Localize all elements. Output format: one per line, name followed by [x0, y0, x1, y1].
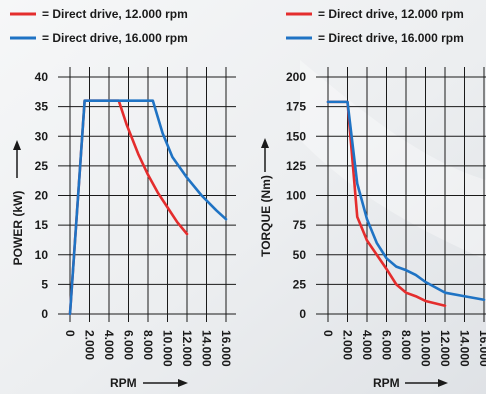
- y-tick-label: 125: [286, 159, 306, 173]
- torque-x-axis-title: RPM: [373, 376, 448, 390]
- y-tick-label: 25: [35, 159, 49, 173]
- x-tick-label: 0: [321, 330, 335, 337]
- series-line: [326, 100, 486, 302]
- y-tick-label: 0: [41, 307, 48, 321]
- x-tick-label: 14.000: [200, 330, 214, 367]
- x-axis-title: RPM: [110, 376, 137, 390]
- legend-label: = Direct drive, 16.000 rpm: [42, 31, 188, 45]
- x-tick-label: 4.000: [360, 330, 374, 360]
- x-tick-label: 12.000: [180, 330, 194, 367]
- torque-legend: = Direct drive, 12.000 rpm = Direct driv…: [286, 7, 464, 45]
- series-line: [68, 99, 228, 316]
- y-tick-label: 150: [286, 129, 306, 143]
- power-x-axis-title: RPM: [110, 376, 188, 390]
- y-axis-title: POWER (kW): [11, 191, 25, 266]
- x-tick-label: 14.000: [458, 330, 472, 367]
- x-axis-title: RPM: [373, 376, 400, 390]
- x-tick-label: 16.000: [477, 330, 486, 367]
- series-line: [326, 100, 447, 308]
- x-tick-label: 4.000: [102, 330, 116, 360]
- power-grid: [58, 67, 236, 322]
- x-tick-label: 10.000: [419, 330, 433, 367]
- y-axis-arrow-icon: [13, 140, 21, 150]
- y-tick-label: 10: [35, 248, 49, 262]
- x-tick-label: 2.000: [83, 330, 97, 360]
- power-series: [68, 99, 228, 316]
- x-tick-label: 8.000: [399, 330, 413, 360]
- y-tick-label: 0: [299, 307, 306, 321]
- y-tick-label: 20: [35, 189, 49, 203]
- torque-chart: = Direct drive, 12.000 rpm = Direct driv…: [259, 7, 486, 390]
- legend-label: = Direct drive, 12.000 rpm: [42, 7, 188, 21]
- x-tick-label: 6.000: [122, 330, 136, 360]
- y-tick-label: 5: [41, 277, 48, 291]
- y-axis-title: TORQUE (Nm): [259, 175, 273, 257]
- x-tick-label: 2.000: [341, 330, 355, 360]
- x-tick-label: 16.000: [219, 330, 233, 367]
- y-tick-label: 40: [35, 70, 49, 84]
- x-tick-label: 12.000: [438, 330, 452, 367]
- y-tick-label: 75: [293, 218, 307, 232]
- legend-label: = Direct drive, 12.000 rpm: [318, 7, 464, 21]
- torque-y-ticks: 0 25 50 75 100 125 150 175 200: [286, 70, 306, 321]
- power-y-axis-title: POWER (kW): [11, 140, 25, 265]
- y-tick-label: 30: [35, 129, 49, 143]
- y-tick-label: 15: [35, 218, 49, 232]
- y-axis-arrow-icon: [261, 138, 269, 148]
- torque-x-ticks: 0 2.000 4.000 6.000 8.000 10.000 12.000 14.000 1…: [321, 330, 486, 367]
- x-tick-label: 6.000: [380, 330, 394, 360]
- y-tick-label: 50: [293, 248, 307, 262]
- torque-series: [326, 100, 486, 308]
- x-tick-label: 10.000: [161, 330, 175, 367]
- x-tick-label: 8.000: [141, 330, 155, 360]
- x-tick-label: 0: [63, 330, 77, 337]
- y-tick-label: 200: [286, 70, 306, 84]
- y-tick-label: 25: [293, 277, 307, 291]
- x-axis-arrow-icon: [178, 379, 188, 387]
- y-tick-label: 175: [286, 100, 306, 114]
- power-x-ticks: 0 2.000 4.000 6.000 8.000 10.000 12.000 14.000 1…: [63, 330, 233, 367]
- torque-grid: [316, 67, 486, 322]
- power-chart: = Direct drive, 12.000 rpm = Direct driv…: [10, 7, 236, 390]
- x-axis-arrow-icon: [438, 379, 448, 387]
- torque-y-axis-title: TORQUE (Nm): [259, 138, 273, 257]
- power-y-ticks: 0 5 10 15 20 25 30 35 40: [35, 70, 49, 321]
- y-tick-label: 100: [286, 189, 306, 203]
- legend-label: = Direct drive, 16.000 rpm: [318, 31, 464, 45]
- power-legend: = Direct drive, 12.000 rpm = Direct driv…: [10, 7, 188, 45]
- y-tick-label: 35: [35, 100, 49, 114]
